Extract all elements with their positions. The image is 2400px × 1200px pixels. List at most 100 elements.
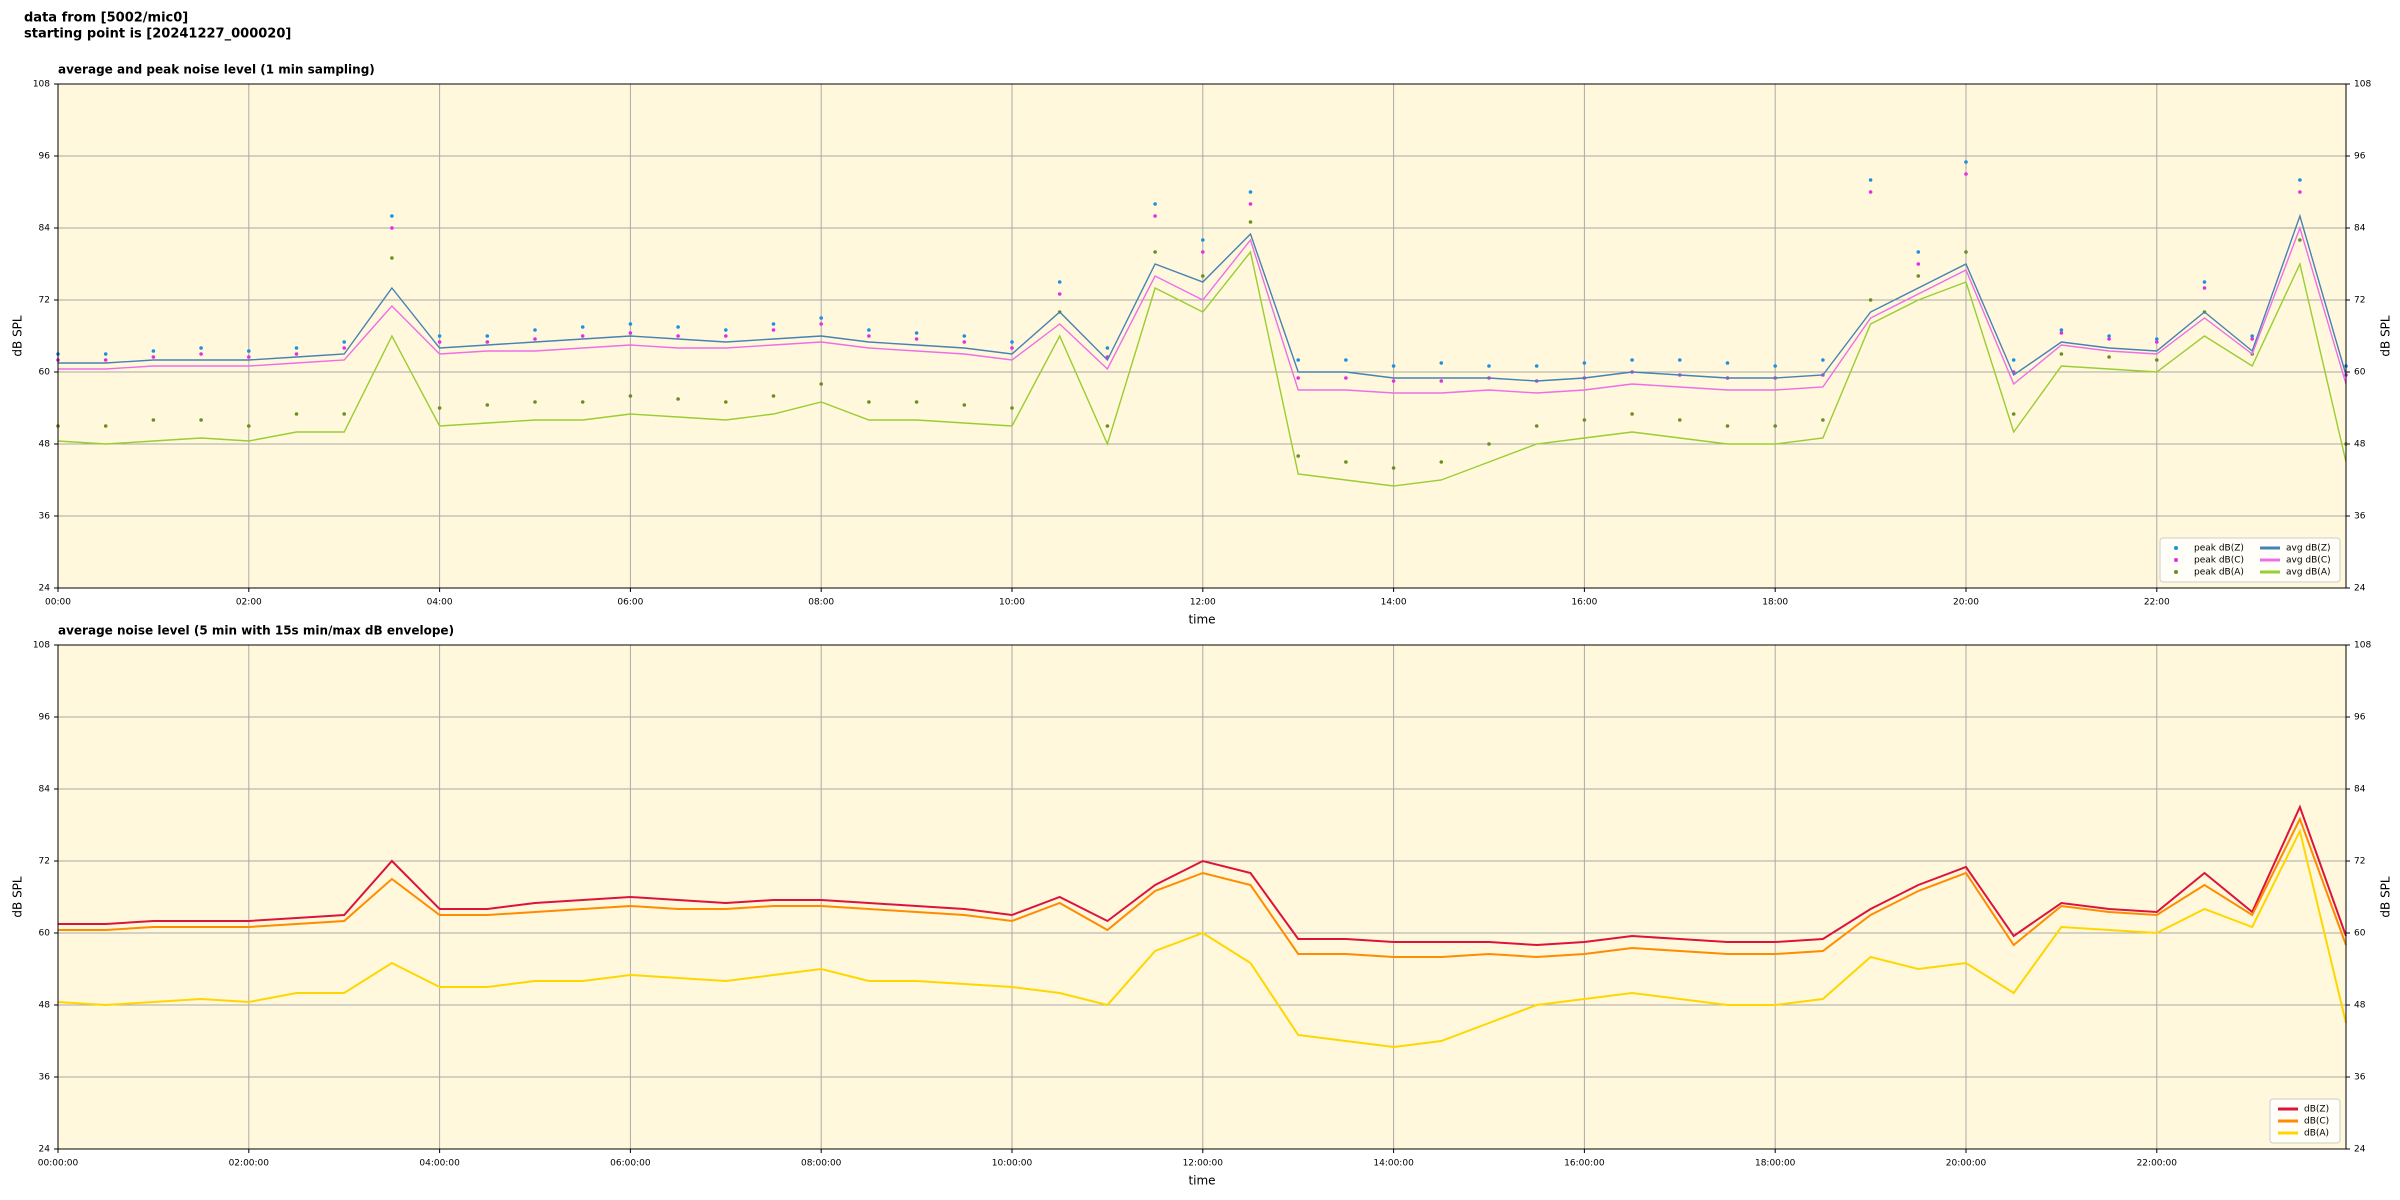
y-tick-label: 48 (39, 440, 51, 450)
peak-point (1391, 364, 1396, 368)
peak-point (1200, 274, 1205, 278)
peak-point (246, 355, 251, 359)
peak-point (1105, 424, 1110, 428)
peak-point (1725, 424, 1730, 428)
y-tick-label: 72 (2354, 296, 2365, 306)
peak-point (1439, 379, 1444, 383)
peak-point (437, 340, 442, 344)
legend-box (2159, 537, 2341, 583)
y-tick-label: 108 (2354, 641, 2371, 651)
y-tick-label: 84 (39, 224, 51, 234)
x-tick-label: 22:00 (2144, 598, 2170, 608)
peak-point (962, 334, 967, 338)
peak-point (342, 346, 346, 350)
y-tick-label: 60 (2354, 368, 2366, 378)
peak-point (1487, 442, 1491, 446)
peak-point (1344, 376, 1348, 380)
legend-label: peak dB(A) (2194, 568, 2244, 578)
peak-point (723, 334, 728, 338)
y-tick-label: 60 (39, 929, 51, 939)
peak-point (1677, 358, 1682, 362)
x-tick-label: 06:00:00 (610, 1159, 651, 1169)
peak-point (294, 412, 299, 416)
peak-point (676, 334, 680, 338)
peak-point (1105, 346, 1110, 350)
series-line (58, 804, 2347, 947)
y-tick-label: 108 (33, 641, 50, 651)
peak-point (628, 331, 633, 335)
x-tick-label: 14:00:00 (1373, 1159, 1414, 1169)
x-tick-label: 12:00:00 (1183, 1159, 1224, 1169)
peak-point (867, 328, 871, 332)
peak-point (2298, 238, 2302, 242)
x-tick-label: 16:00 (1571, 598, 1597, 608)
peak-point (1296, 358, 1300, 362)
x-tick-label: 20:00 (1953, 598, 1979, 608)
x-tick-label: 02:00:00 (229, 1159, 270, 1169)
x-tick-label: 12:00 (1190, 598, 1216, 608)
peak-point (1964, 172, 1968, 176)
y-tick-label: 24 (39, 1145, 51, 1155)
peak-point (580, 400, 585, 404)
x-tick-label: 22:00:00 (2137, 1159, 2178, 1169)
x-tick-label: 06:00 (617, 598, 643, 608)
legend-marker (2174, 570, 2178, 574)
peak-point (533, 328, 537, 332)
peak-point (2250, 337, 2254, 341)
peak-point (771, 328, 776, 332)
peak-point (103, 352, 108, 356)
peak-point (1487, 364, 1491, 368)
legend-label: avg dB(Z) (2286, 544, 2331, 554)
plot-area (58, 84, 2346, 588)
peak-point (1725, 361, 1730, 365)
peak-point (1344, 358, 1348, 362)
x-tick-label: 08:00 (808, 598, 834, 608)
peak-point (246, 349, 251, 353)
y-tick-label: 84 (2354, 224, 2366, 234)
peak-point (2059, 328, 2064, 332)
peak-point (914, 331, 919, 335)
x-tick-label: 18:00 (1762, 598, 1788, 608)
peak-point (867, 334, 871, 338)
plot-frame (57, 83, 2347, 589)
peak-point (2298, 178, 2302, 182)
peak-point (1821, 418, 1825, 422)
peak-point (1677, 418, 1682, 422)
peak-point (533, 337, 537, 341)
peak-point (867, 400, 871, 404)
peak-point (1964, 160, 1968, 164)
peak-point (1391, 379, 1396, 383)
y-tick-label: 72 (39, 296, 50, 306)
peak-point (390, 256, 394, 260)
peak-point (199, 418, 203, 422)
peak-point (1916, 262, 1921, 266)
y-tick-label: 84 (2354, 785, 2366, 795)
peak-point (819, 322, 823, 326)
peak-point (676, 397, 680, 401)
peak-point (628, 394, 633, 398)
legend-marker (2174, 546, 2178, 550)
y-tick-label: 24 (2354, 1145, 2366, 1155)
peak-point (342, 340, 346, 344)
series-line (58, 816, 2347, 959)
peak-point (246, 424, 251, 428)
peak-point (1010, 340, 1014, 344)
peak-point (1153, 250, 1157, 254)
peak-point (151, 355, 156, 359)
peak-point (1248, 202, 1253, 206)
peak-point (962, 340, 967, 344)
peak-point (199, 352, 203, 356)
peak-point (580, 325, 585, 329)
x-tick-label: 14:00 (1381, 598, 1407, 608)
plot-area (58, 645, 2346, 1149)
legend-label: avg dB(C) (2286, 556, 2331, 566)
y-tick-label: 36 (39, 1073, 51, 1083)
plot-frame (57, 644, 2347, 1150)
peak-point (914, 400, 919, 404)
peak-point (2107, 355, 2111, 359)
y-tick-label: 84 (39, 785, 51, 795)
legend-label: peak dB(C) (2194, 556, 2244, 566)
x-tick-label: 04:00 (427, 598, 453, 608)
